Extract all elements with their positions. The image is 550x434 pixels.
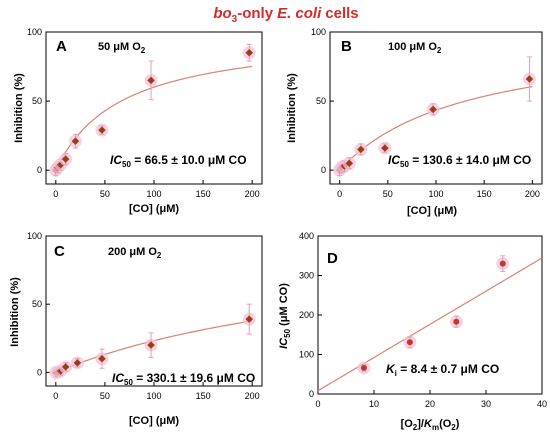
- panel-d-ytick-label: 0: [309, 389, 314, 399]
- panel-c-xtick-label: 50: [100, 391, 110, 401]
- panel-c-xtick-label: 150: [196, 391, 211, 401]
- figure-title-italic: E. coli: [277, 5, 322, 22]
- panel-c: 0 50 100 150 200 0 50 100 C 200 μM O2 IC50 = 33…: [9, 231, 263, 427]
- panel-d-ytick-label: 100: [299, 350, 314, 360]
- panel-c-xtick-label: 0: [53, 391, 58, 401]
- panel-d-xtick-label: 40: [537, 399, 547, 409]
- panel-b-xtick-label: 50: [383, 189, 393, 199]
- panel-c-xlabel: [CO] (μM): [129, 415, 179, 427]
- panel-a-ytick-label: 100: [27, 27, 42, 37]
- panel-c-data-point: [73, 358, 82, 367]
- panel-a-xtick-label: 150: [196, 189, 211, 199]
- panel-a-ylabel: Inhibition (%): [13, 73, 25, 143]
- panel-b-data-point: [357, 145, 365, 154]
- figure-title-end: cells: [325, 5, 358, 22]
- panel-c-ytick-label: 100: [27, 231, 42, 241]
- panel-b-xtick-label: 0: [337, 189, 342, 199]
- panel-a-xtick-label: 50: [100, 189, 110, 199]
- panel-b-letter: B: [341, 38, 352, 55]
- figure-title-post: -only: [237, 5, 273, 22]
- panel-c-condition: 200 μM O2: [108, 246, 162, 260]
- panel-d-data-point: [360, 364, 367, 371]
- panel-d-xtick-label: 0: [315, 399, 320, 409]
- panel-a-fit-curve: [55, 65, 253, 171]
- panel-b-ylabel: Inhibition (%): [286, 73, 298, 143]
- panel-c-xtick-label: 200: [245, 391, 260, 401]
- panel-d-data-point: [406, 339, 413, 346]
- figure-title-pre: bo: [213, 5, 231, 22]
- panel-c-data-point: [98, 354, 106, 363]
- panel-c-ytick-label: 0: [37, 367, 42, 377]
- panel-a-xtick-label: 0: [53, 189, 58, 199]
- panel-c-annotation: IC50 = 330.1 ± 19.6 μM CO: [112, 371, 255, 387]
- panel-c-ylabel: Inhibition (%): [9, 277, 21, 347]
- panel-a-data-point: [61, 155, 70, 163]
- panel-a-condition: 50 μM O2: [98, 41, 146, 55]
- panel-b-ytick-label: 100: [311, 27, 326, 37]
- panel-a-data-point: [71, 137, 80, 145]
- panel-b-annotation: IC50 = 130.6 ± 14.0 μM CO: [388, 153, 531, 169]
- panel-a-ytick-label: 0: [37, 165, 42, 175]
- panel-a-xlabel: [CO] (μM): [129, 203, 179, 215]
- panel-c-xtick-label: 100: [146, 391, 161, 401]
- panel-c-data-point: [61, 363, 70, 371]
- figure-title-sub: 3: [232, 14, 238, 25]
- panel-d-ytick-label: 200: [299, 310, 314, 320]
- panel-d-xtick-label: 10: [369, 399, 379, 409]
- panel-a: 0 50 100 150 200 0 50 100 A 50 μM O2 IC50 = 66.…: [13, 27, 263, 215]
- panel-b-xtick-label: 150: [477, 189, 492, 199]
- panel-d-annotation: Ki = 8.4 ± 0.7 μM CO: [386, 362, 499, 378]
- panel-a-annotation: IC50 = 66.5 ± 10.0 μM CO: [110, 153, 247, 169]
- panel-c-letter: C: [54, 243, 65, 260]
- panel-b: 0 50 100 150 200 0 50 100 B 100 μM O2 IC50 = 13…: [286, 27, 543, 217]
- panel-c-data-point: [245, 315, 254, 324]
- panel-a-letter: A: [56, 38, 67, 55]
- panel-a-data-point: [98, 126, 106, 134]
- panel-b-xlabel: [CO] (μM): [407, 205, 457, 217]
- panel-b-ytick-label: 50: [316, 96, 326, 106]
- panel-d-ytick-label: 300: [299, 271, 314, 281]
- panel-d-xtick-label: 30: [481, 399, 491, 409]
- panel-c-data-point: [147, 341, 155, 349]
- panel-d-xtick-label: 20: [425, 399, 435, 409]
- panel-b-data-point: [381, 144, 389, 152]
- panel-b-ytick-label: 0: [321, 165, 326, 175]
- panel-d-fit-curve: [317, 257, 543, 392]
- panel-d-data-point: [453, 318, 460, 325]
- panel-a-xtick-label: 200: [245, 189, 260, 199]
- panel-d-letter: D: [327, 250, 338, 267]
- panel-c-ytick-label: 50: [32, 299, 42, 309]
- panel-a-data-point: [245, 48, 254, 57]
- panel-d-data-point: [499, 260, 506, 267]
- figure-title: bo3-only E. coli cells: [213, 5, 358, 25]
- panel-b-xtick-label: 200: [525, 189, 540, 199]
- panel-b-xtick-label: 100: [428, 189, 443, 199]
- panel-b-condition: 100 μM O2: [388, 41, 442, 55]
- panel-b-data-point: [525, 75, 534, 83]
- panel-b-data-point: [345, 159, 354, 168]
- panel-d-ytick-label: 400: [299, 231, 314, 241]
- panel-a-data-point: [147, 76, 155, 85]
- panel-b-data-point: [429, 105, 437, 114]
- panel-a-xtick-label: 100: [146, 189, 161, 199]
- panel-d-xlabel: [O2]/Km(O2): [401, 418, 460, 432]
- panel-a-ytick-label: 50: [32, 96, 42, 106]
- panel-d-ylabel: IC50 (μM CO): [278, 283, 292, 349]
